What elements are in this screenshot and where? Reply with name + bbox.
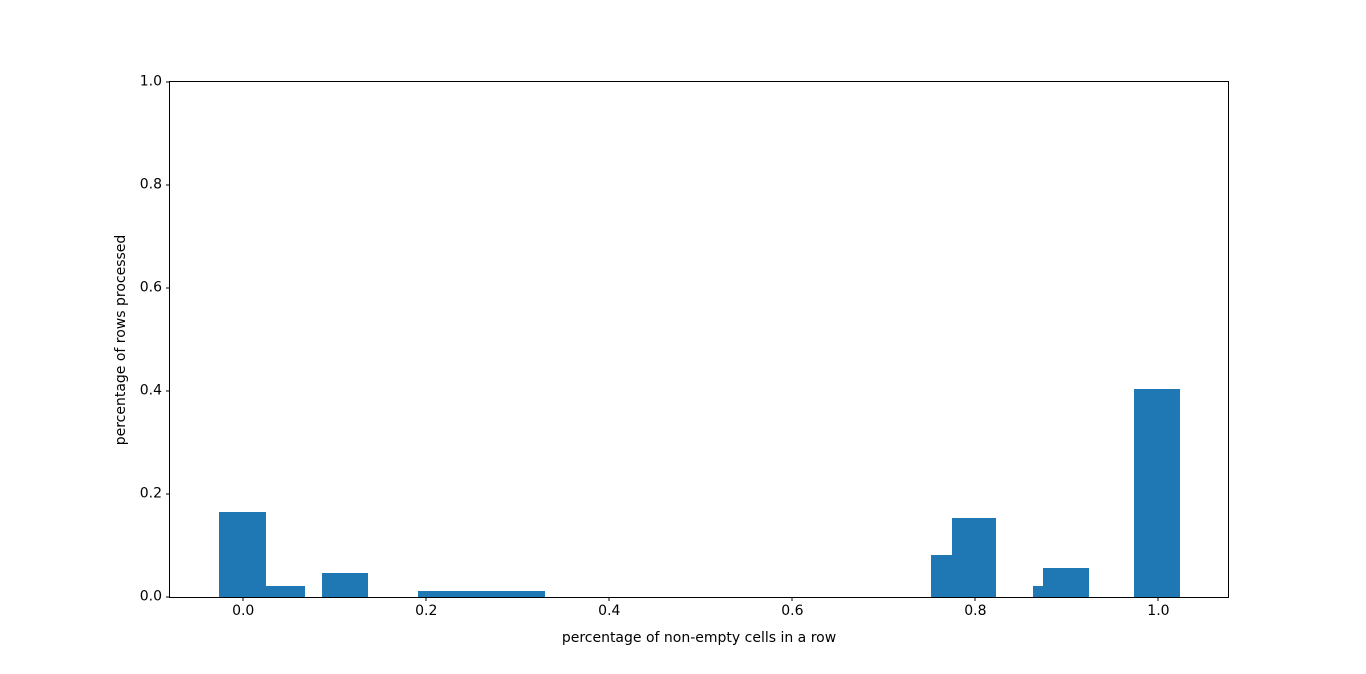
- y-tick-mark: [166, 287, 170, 289]
- y-tick-mark: [166, 493, 170, 495]
- x-tick-mark: [1157, 597, 1159, 601]
- y-tick-mark: [166, 81, 170, 83]
- x-tick-label: 0.4: [598, 603, 621, 619]
- x-tick-label: 1.0: [1147, 603, 1170, 619]
- y-tick-mark: [166, 390, 170, 392]
- x-tick-mark: [425, 597, 427, 601]
- histogram-bar: [418, 591, 546, 597]
- y-tick-label: 0.4: [139, 382, 162, 399]
- x-tick-mark: [242, 597, 244, 601]
- x-tick-label: 0.8: [964, 603, 987, 619]
- x-tick-label: 0.0: [232, 603, 255, 619]
- histogram-bar: [1043, 567, 1089, 597]
- y-tick-label: 1.0: [139, 73, 162, 90]
- y-tick-label: 0.8: [139, 176, 162, 193]
- x-tick-label: 0.2: [415, 603, 438, 619]
- histogram-bar: [951, 518, 997, 597]
- y-tick-mark: [166, 596, 170, 598]
- histogram-bar: [219, 511, 267, 597]
- y-tick-label: 0.0: [139, 588, 162, 605]
- histogram-bar: [266, 586, 305, 597]
- x-tick-mark: [608, 597, 610, 601]
- histogram-bar: [931, 555, 952, 597]
- x-tick-mark: [791, 597, 793, 601]
- plot-area: 0.0 0.2 0.4 0.6 0.8 1.0 0.0 0.2 0.4 0.6 0.8 1.0: [140, 73, 1229, 619]
- x-axis-label: percentage of non-empty cells in a row: [561, 630, 837, 646]
- x-tick-mark: [974, 597, 976, 601]
- y-axis-label: percentage of rows processed: [113, 234, 129, 446]
- y-tick-label: 0.2: [139, 485, 162, 502]
- histogram-bar: [1033, 585, 1044, 597]
- y-tick-label: 0.6: [139, 279, 162, 296]
- x-tick-label: 0.6: [781, 603, 804, 619]
- y-tick-mark: [166, 184, 170, 186]
- histogram-bar: [1133, 388, 1181, 597]
- histogram-bar: [321, 573, 368, 597]
